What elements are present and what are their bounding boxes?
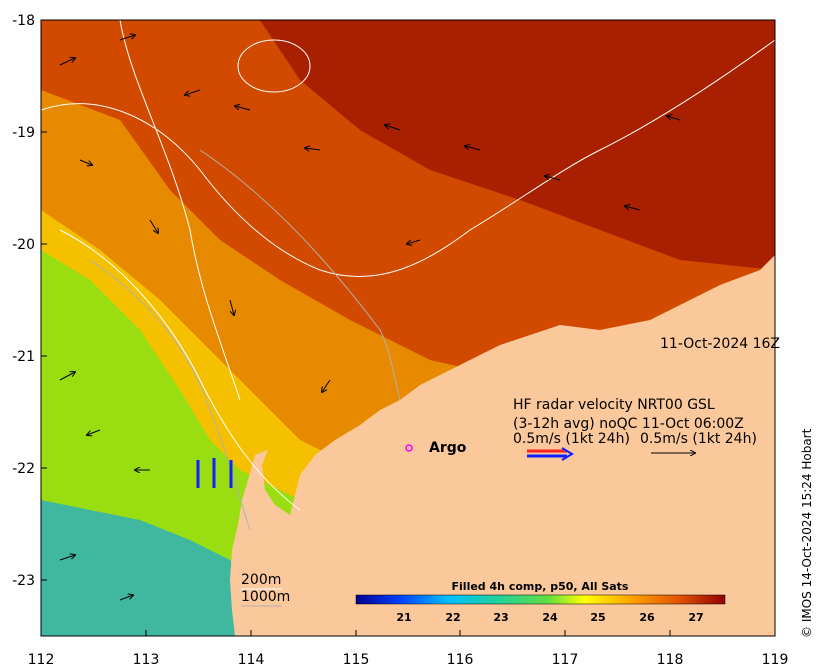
radar-scale-arrow — [527, 447, 574, 461]
y-tick-label: -21 — [12, 349, 35, 365]
colorbar-tick: 24 — [542, 611, 558, 624]
contour-label-1000m: 1000m — [241, 589, 290, 605]
x-tick-label: 119 — [762, 652, 789, 668]
radar-scale-left-label: 0.5m/s (1kt 24h) — [513, 431, 630, 447]
timestamp-label: 11-Oct-2024 16Z — [660, 336, 780, 352]
y-tick-label: -20 — [12, 237, 35, 253]
argo-marker — [405, 444, 413, 452]
radar-scale-right-label: 0.5m/s (1kt 24h) — [640, 431, 757, 447]
plot-frame — [40, 19, 776, 637]
colorbar-tick: 22 — [445, 611, 460, 624]
radar-coverage-outline — [89, 149, 401, 531]
x-tick-label: 114 — [238, 652, 265, 668]
colorbar-tick: 25 — [590, 611, 605, 624]
colorbar-tick: 26 — [639, 611, 655, 624]
argo-label: Argo — [429, 440, 467, 456]
x-tick-label: 117 — [552, 652, 579, 668]
land-mass — [230, 255, 775, 636]
bathymetry-contour-1000m — [59, 20, 301, 511]
bathymetry-contour-200m — [41, 39, 775, 277]
y-tick-label: -18 — [12, 13, 35, 29]
x-tick-label: 118 — [657, 652, 684, 668]
colorbar-title: Filled 4h comp, p50, All Sats — [452, 580, 629, 593]
colorbar-tick: 21 — [396, 611, 411, 624]
y-tick-label: -22 — [12, 461, 35, 477]
x-tick-label: 112 — [28, 652, 55, 668]
colorbar-gradient — [355, 594, 726, 605]
y-tick-labels: -18 -19 -20 -21 -22 -23 — [12, 13, 35, 589]
map-plot — [41, 20, 775, 636]
axis-ticks — [40, 19, 776, 636]
y-tick-label: -23 — [12, 573, 35, 589]
sst-cool-band — [41, 500, 260, 636]
current-arrows — [59, 35, 681, 601]
contour-label-200m: 200m — [241, 572, 281, 588]
y-tick-label: -19 — [12, 125, 35, 141]
x-tick-label: 116 — [447, 652, 474, 668]
radar-velocity-arrows — [196, 458, 233, 488]
x-tick-label: 115 — [343, 652, 370, 668]
colorbar: Filled 4h comp, p50, All Sats 21 22 23 2… — [355, 580, 726, 624]
x-tick-labels: 112 113 114 115 116 117 118 119 — [28, 652, 789, 668]
radar-legend-line2: (3-12h avg) noQC 11-Oct 06:00Z — [513, 416, 744, 432]
radar-legend-line1: HF radar velocity NRT00 GSL — [513, 397, 715, 413]
imos-credit: © IMOS 14-Oct-2024 15:24 Hobart — [800, 428, 814, 638]
eddy-contour — [237, 39, 311, 93]
x-tick-label: 113 — [133, 652, 160, 668]
colorbar-tick: 27 — [688, 611, 703, 624]
colorbar-tick: 23 — [493, 611, 508, 624]
